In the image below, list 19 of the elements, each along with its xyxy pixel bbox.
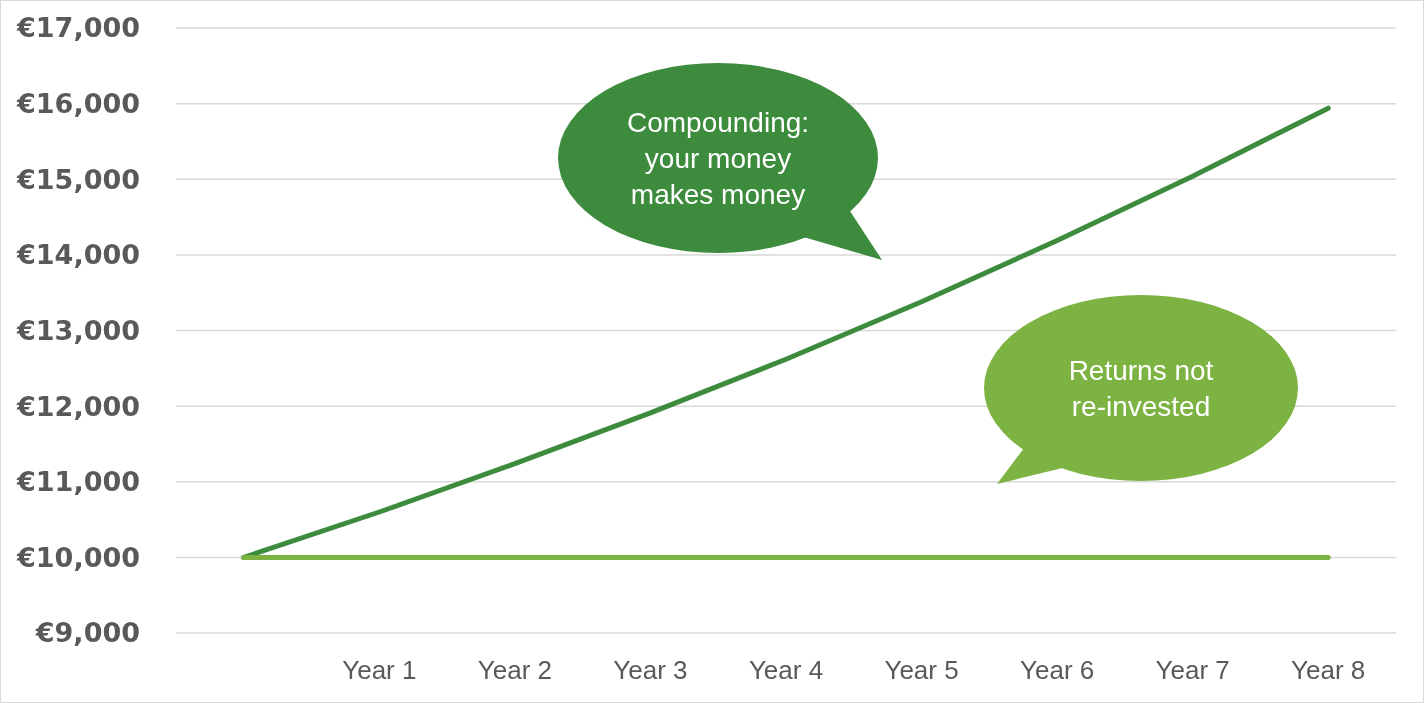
x-tick-label: Year 2 (477, 655, 552, 686)
x-tick-label: Year 6 (1020, 655, 1095, 686)
y-tick-label: €10,000 (16, 541, 140, 573)
y-tick-label: €16,000 (16, 88, 140, 120)
x-tick-label: Year 7 (1155, 655, 1230, 686)
y-tick-label: €9,000 (34, 617, 140, 649)
y-tick-label: €14,000 (16, 239, 140, 271)
y-tick-label: €11,000 (16, 466, 140, 498)
x-tick-label: Year 5 (884, 655, 959, 686)
y-tick-label: €12,000 (16, 390, 140, 422)
y-tick-label: €15,000 (16, 163, 140, 195)
x-tick-label: Year 4 (748, 655, 824, 686)
x-tick-label: Year 8 (1291, 655, 1366, 686)
annotation: Returns not re-invested (1068, 354, 1214, 422)
annotation: Compounding: your money makes money (626, 106, 810, 210)
y-tick-label: €13,000 (16, 314, 140, 346)
x-tick-label: Year 1 (342, 655, 417, 686)
x-tick-label: Year 3 (613, 655, 688, 686)
y-tick-label: €17,000 (16, 12, 140, 44)
